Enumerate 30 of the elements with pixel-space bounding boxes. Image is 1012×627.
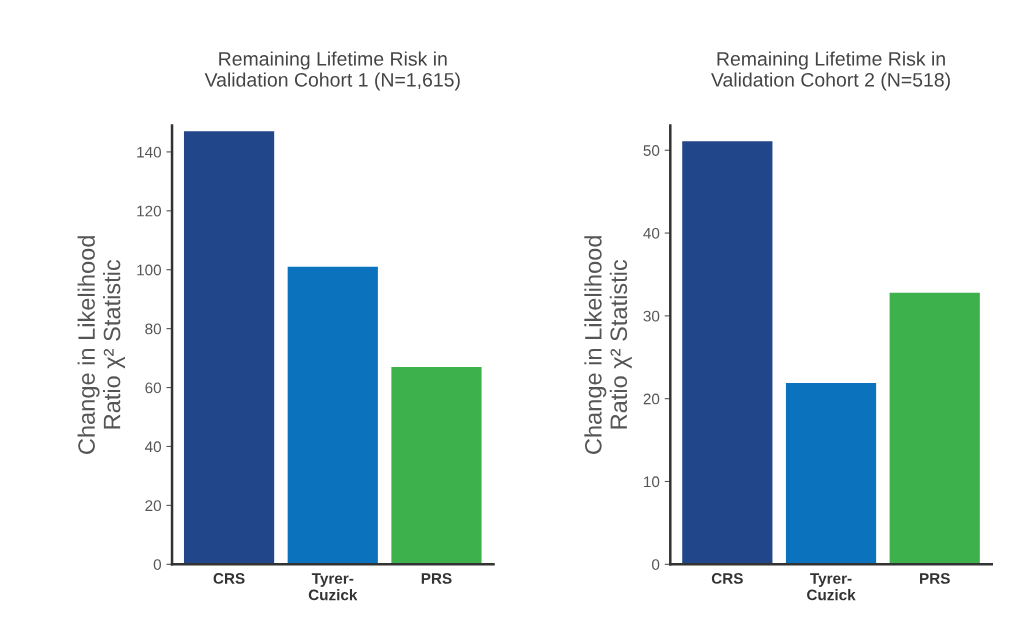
y-tick-label: 40 <box>643 227 660 239</box>
y-tick-label: 40 <box>144 441 162 453</box>
x-tick-label: Tyrer- Cuzick <box>308 573 358 601</box>
bar <box>183 131 275 565</box>
x-tick-label: PRS <box>421 573 452 584</box>
bar <box>391 366 482 565</box>
y-tick-label: 60 <box>145 382 162 394</box>
y-tick-label: 80 <box>145 323 162 335</box>
y-tick-label: 20 <box>145 500 162 512</box>
x-tick-label: CRS <box>711 573 743 584</box>
y-tick-label: 120 <box>137 205 162 217</box>
chart-title: Remaining Lifetime Risk in Validation Cohort 2 (N=518) <box>711 51 950 91</box>
x-tick-label: PRS <box>920 573 950 584</box>
y-axis-title: Change in Likelihood Ratio χ² Statistic <box>584 236 632 454</box>
x-tick-label: CRS <box>213 573 245 584</box>
y-tick-label: 140 <box>137 146 162 158</box>
bar <box>785 382 877 565</box>
y-tick-label: 30 <box>643 310 660 322</box>
bar <box>682 141 773 565</box>
y-tick-label: 20 <box>643 393 660 405</box>
y-tick-label: 0 <box>153 559 162 570</box>
y-tick-label: 50 <box>643 145 660 156</box>
y-tick-label: 10 <box>644 476 660 488</box>
y-axis-title: Change in Likelihood Ratio χ² Statistic <box>77 236 126 454</box>
bar <box>889 292 980 565</box>
y-tick-label: 0 <box>651 559 660 570</box>
x-tick-label: Tyrer- Cuzick <box>807 573 856 601</box>
y-tick-label: 100 <box>137 264 162 276</box>
chart-title: Remaining Lifetime Risk in Validation Cohort 1 (N=1,615) <box>204 51 460 91</box>
bar <box>287 266 378 565</box>
